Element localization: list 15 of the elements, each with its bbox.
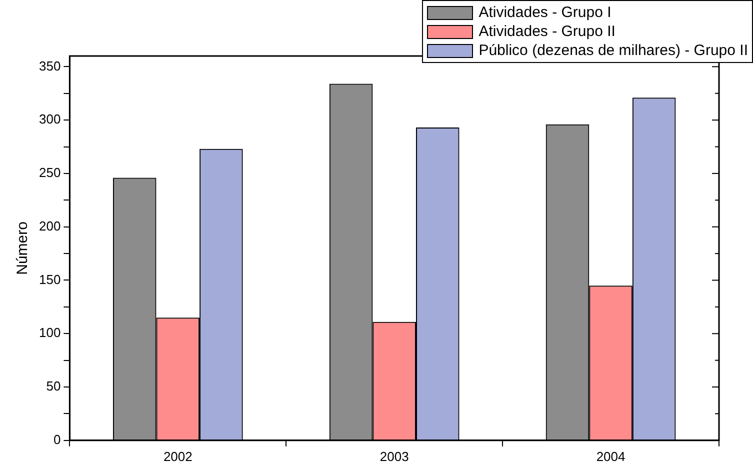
y-tick-label: 50 xyxy=(46,378,61,394)
y-tick-label: 100 xyxy=(38,325,61,340)
x-tick-label: 2002 xyxy=(163,448,192,464)
legend-label: Atividades - Grupo II xyxy=(478,22,616,41)
y-tick-label: 350 xyxy=(38,58,61,74)
x-tick-label: 2003 xyxy=(380,448,409,464)
y-tick-label: 0 xyxy=(53,432,61,447)
legend-label: Atividades - Grupo I xyxy=(478,3,612,22)
legend-label: Público (dezenas de milhares) - Grupo II xyxy=(478,41,748,60)
y-tick-label: 300 xyxy=(38,112,61,127)
x-tick-label: 2004 xyxy=(596,448,626,464)
y-tick-label: 250 xyxy=(38,165,61,180)
y-tick-label: 150 xyxy=(38,272,61,287)
y-axis-title: Número xyxy=(14,222,32,275)
y-tick-label: 200 xyxy=(38,218,61,234)
